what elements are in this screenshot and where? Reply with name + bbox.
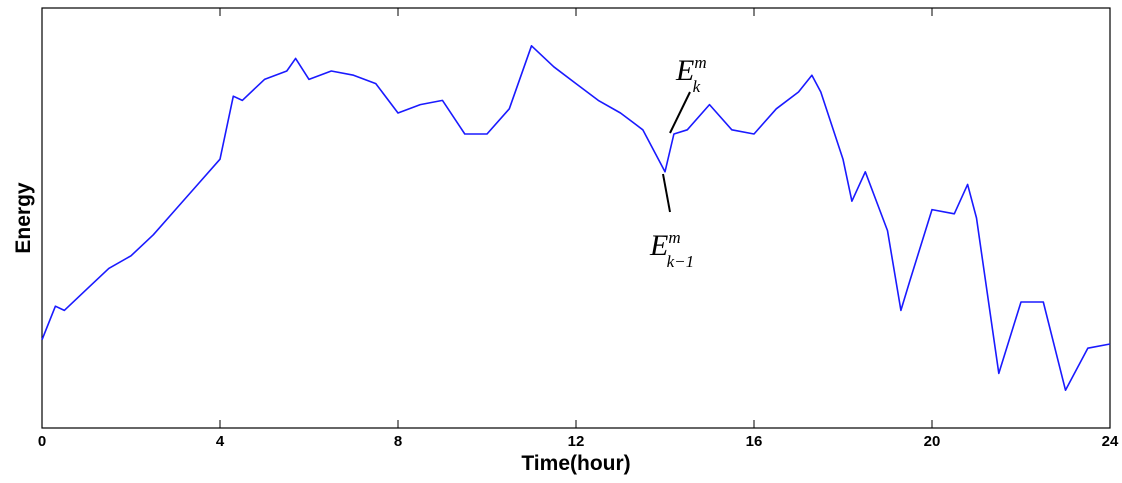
x-tick-label: 16 [746,433,763,450]
y-axis-label: Energy [12,182,35,254]
annotation: Em k−1 [649,228,694,271]
annotation-arrow [662,173,671,213]
plot-frame [41,7,1111,429]
annotation-sup: m [694,53,706,72]
x-tick-label: 4 [216,433,225,450]
annotation-base: E [675,54,694,87]
x-tick-label: 8 [394,433,402,450]
x-tick-label: 0 [38,433,46,450]
annotation-sub: k−1 [667,252,695,271]
annotation: Em k [675,53,707,96]
x-axis-label: Time(hour) [521,452,630,475]
annotation-sup: m [668,228,680,247]
annotation-sub: k [693,77,701,96]
data-line [41,45,1111,391]
annotation-arrow [669,91,691,134]
x-tick-label: 12 [568,433,585,450]
x-tick-label: 24 [1102,433,1119,450]
x-tick-label: 20 [924,433,941,450]
annotation-base: E [649,229,668,262]
